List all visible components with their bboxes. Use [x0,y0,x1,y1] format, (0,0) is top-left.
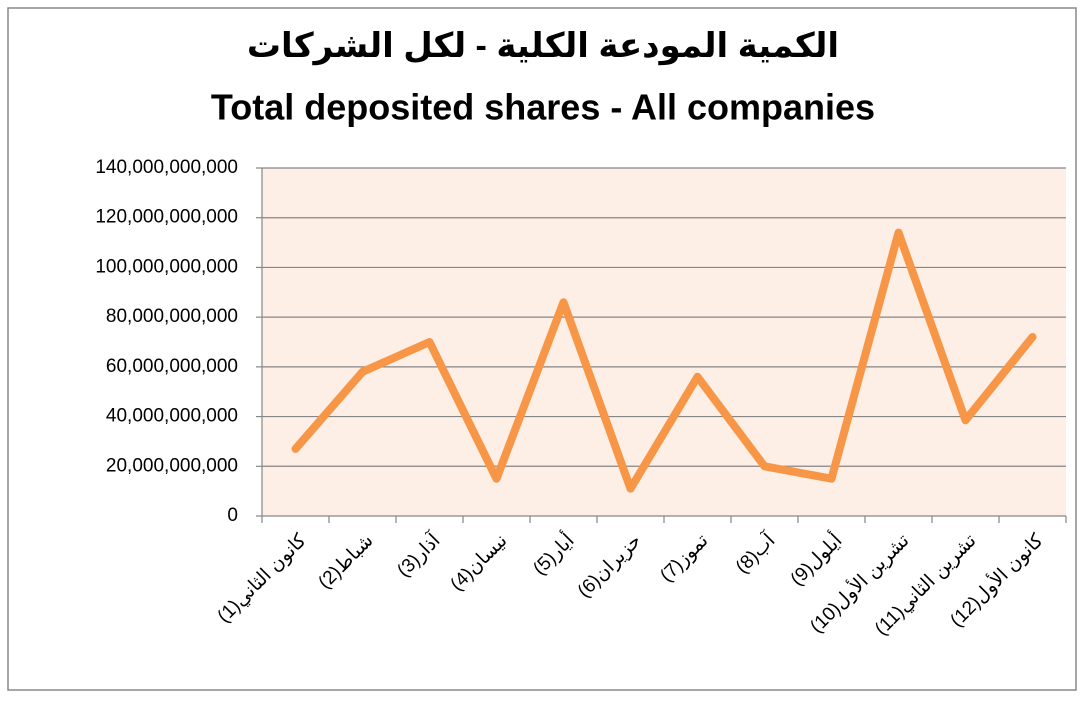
plot-area [262,168,1066,516]
chart-subtitle: Total deposited shares - All companies [211,87,875,128]
y-tick-label: 60,000,000,000 [106,356,238,377]
y-tick-label: 140,000,000,000 [95,157,238,178]
y-tick-label: 80,000,000,000 [106,306,238,327]
y-tick-label: 40,000,000,000 [106,406,238,427]
y-tick-label: 120,000,000,000 [95,207,238,228]
y-tick-label: 20,000,000,000 [106,455,238,476]
chart-title: الكمية المودعة الكلية - لكل الشركات [247,27,839,66]
data-line [291,228,1037,493]
y-tick-label: 100,000,000,000 [95,256,238,277]
y-tick-label: 0 [227,505,238,526]
